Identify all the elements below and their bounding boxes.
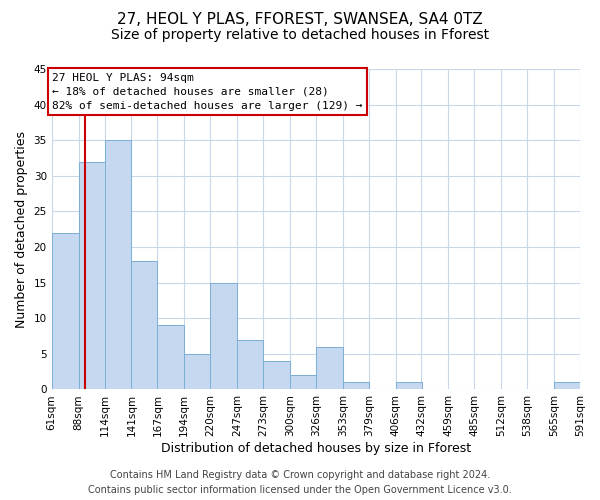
Bar <box>263 361 290 390</box>
Bar <box>131 262 157 390</box>
Bar <box>104 140 131 390</box>
Text: Contains HM Land Registry data © Crown copyright and database right 2024.
Contai: Contains HM Land Registry data © Crown c… <box>88 470 512 495</box>
Bar <box>395 382 421 390</box>
Bar <box>290 375 316 390</box>
Text: Size of property relative to detached houses in Fforest: Size of property relative to detached ho… <box>111 28 489 42</box>
X-axis label: Distribution of detached houses by size in Fforest: Distribution of detached houses by size … <box>161 442 471 455</box>
Bar <box>343 382 368 390</box>
Bar <box>554 382 580 390</box>
Bar <box>52 233 79 390</box>
Bar <box>184 354 210 390</box>
Bar <box>157 326 184 390</box>
Bar <box>210 282 237 390</box>
Bar <box>237 340 263 390</box>
Text: 27 HEOL Y PLAS: 94sqm
← 18% of detached houses are smaller (28)
82% of semi-deta: 27 HEOL Y PLAS: 94sqm ← 18% of detached … <box>52 72 362 110</box>
Bar <box>316 346 343 390</box>
Bar <box>79 162 104 390</box>
Y-axis label: Number of detached properties: Number of detached properties <box>15 130 28 328</box>
Text: 27, HEOL Y PLAS, FFOREST, SWANSEA, SA4 0TZ: 27, HEOL Y PLAS, FFOREST, SWANSEA, SA4 0… <box>117 12 483 28</box>
